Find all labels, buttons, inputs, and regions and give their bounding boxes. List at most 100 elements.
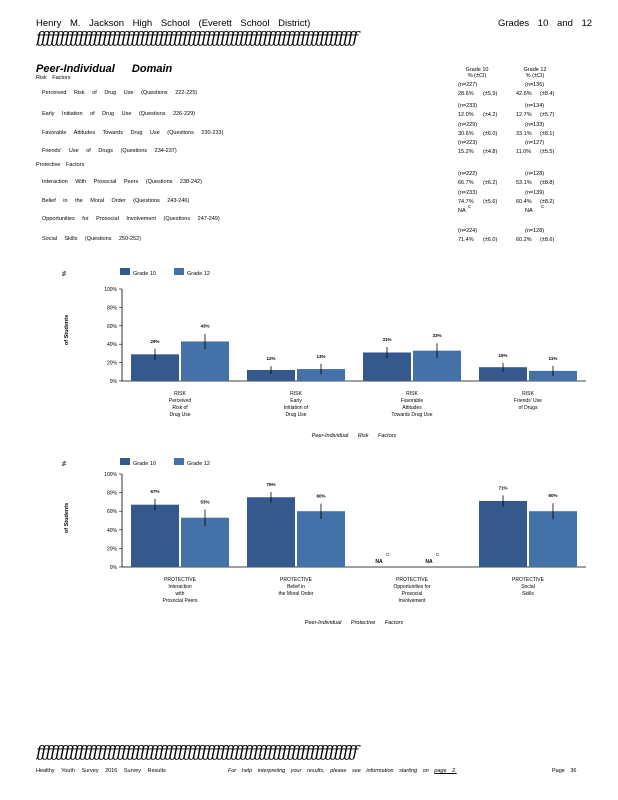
ci-grade10: (±4.2) [483, 112, 498, 118]
na-superscript: C [541, 204, 545, 209]
factor-label: Opportunities for Prosocial Involvement … [42, 216, 220, 222]
legend-label: Grade 10 [133, 461, 156, 467]
y-tick-label: 100% [104, 287, 117, 293]
y-tick-label: 0% [110, 379, 118, 385]
factor-label: Friends' Use of Drugs (Questions 234-237… [42, 148, 177, 154]
n-grade10: (n=233) [458, 190, 478, 196]
data-label: 60% [316, 494, 325, 499]
data-label: 71% [498, 485, 507, 490]
domain-title: Peer-Individual Domain [36, 63, 173, 75]
ci-grade10: (±6.0) [483, 237, 498, 243]
category-label: PROTECTIVE [280, 577, 313, 583]
pct-grade10: 12.0% [458, 112, 474, 118]
ci-grade12: (±5.7) [540, 112, 555, 118]
pct-grade12: 12.7% [516, 112, 532, 118]
n-grade12: (n=136) [525, 82, 545, 88]
ci-grade10: (±4.8) [483, 149, 498, 155]
pct-grade10: 15.2% [458, 149, 474, 155]
data-label: 11% [549, 356, 558, 361]
data-label: 43% [200, 324, 209, 329]
ci-grade12: (±8.2) [540, 199, 555, 205]
y-axis-pct: % [62, 271, 68, 276]
category-label: RISK [522, 391, 534, 397]
category-label: PROTECTIVE [396, 577, 429, 583]
pct-grade10: 30.6% [458, 131, 474, 137]
pct-grade10: 71.4% [458, 237, 474, 243]
factor-label: Favorable Attitudes Towards Drug Use (Qu… [42, 130, 224, 136]
y-tick-label: 60% [107, 324, 118, 330]
protective-factors-chart: Grade 10 Grade 12% of Students 0% 20% 40% 60% 8… [62, 458, 586, 626]
legend: Grade 10 Grade 12 [120, 458, 210, 467]
bar [297, 369, 345, 381]
na-superscript: C [386, 552, 390, 557]
pct-grade12: 60.2% [516, 237, 532, 243]
category-label: Initiation of [284, 405, 309, 411]
n-grade10: (n=233) [458, 103, 478, 109]
data-label: 67% [150, 489, 159, 494]
pct-grade10: 28.6% [458, 91, 474, 97]
data-label: 31% [382, 337, 391, 342]
bar [479, 367, 527, 381]
factor-label: Perceived Risk of Drug Use (Questions 22… [42, 90, 198, 96]
category-label: Towards Drug Use [391, 412, 432, 418]
legend-label: Grade 12 [187, 271, 210, 277]
pct-grade10: 74.7% [458, 199, 474, 205]
protective-factors-heading: Protective Factors [36, 162, 85, 168]
col-header-grade10: Grade 10 % (±CI) [465, 67, 489, 79]
bar [247, 369, 295, 381]
n-grade12: (n=127) [525, 140, 545, 146]
legend: Grade 10 Grade 12 [120, 268, 210, 277]
risk-factors-heading: Risk Factors [36, 75, 71, 81]
bar [247, 497, 295, 567]
x-axis-label: Peer-Individual Risk Factors [312, 433, 397, 439]
category-label: Attitudes [402, 405, 422, 411]
category-label: of Drugs [519, 405, 538, 411]
category-label: the Moral Order [278, 591, 313, 597]
risk-factors-chart: Grade 10 Grade 12% of Students 0% 20% 40% 60% 8… [62, 268, 586, 439]
bar [297, 511, 345, 567]
bottom-rule: ƒƒƒƒƒƒƒƒƒƒƒƒƒƒƒƒƒƒƒƒƒƒƒƒƒƒƒƒƒƒƒƒƒƒƒƒƒƒƒƒ… [36, 742, 358, 761]
y-tick-label: 20% [107, 546, 118, 552]
category-label: Risk of [172, 405, 188, 411]
pct-grade12: 33.1% [516, 131, 532, 137]
ci-grade12: (±8.8) [540, 180, 555, 186]
data-label: 29% [150, 339, 159, 344]
category-label: Interaction [168, 584, 192, 590]
grades-header: Grades 10 and 12 [498, 18, 593, 29]
n-grade10: (n=229) [458, 122, 478, 128]
data-label: 75% [266, 482, 275, 487]
category-label: Involvement [399, 598, 427, 604]
legend-swatch [120, 268, 130, 275]
footer-page-link[interactable]: page 2. [434, 768, 457, 774]
ci-grade12: (±8.4) [540, 91, 555, 97]
category-label: Opportunities for [394, 584, 431, 590]
n-grade10: (n=222) [458, 171, 478, 177]
ci-grade12: (±5.5) [540, 149, 555, 155]
category-label: Favorable [401, 398, 423, 404]
ci-grade10: (±6.2) [483, 180, 498, 186]
legend-label: Grade 10 [133, 271, 156, 277]
category-label: RISK [406, 391, 418, 397]
na-superscript: C [436, 552, 440, 557]
category-label: Friends' Use [514, 398, 542, 404]
data-label: 12% [266, 356, 275, 361]
n-grade10: (n=224) [458, 228, 478, 234]
y-tick-label: 80% [107, 491, 118, 497]
data-label: 60% [548, 493, 557, 498]
n-grade12: (n=128) [525, 228, 545, 234]
factor-label: Social Skills (Questions 250-252) [42, 236, 142, 242]
bar [131, 504, 179, 567]
y-tick-label: 100% [104, 472, 117, 478]
footer-survey-title: Healthy Youth Survey 2016 Survey Results [36, 768, 166, 774]
n-grade12: NA [525, 208, 533, 214]
y-tick-label: 40% [107, 342, 118, 348]
n-grade10: (n=227) [458, 82, 478, 88]
bar [529, 511, 577, 567]
data-label: 33% [432, 333, 441, 338]
pct-grade12: 53.1% [516, 180, 532, 186]
category-label: RISK [290, 391, 302, 397]
data-label: 53% [200, 500, 209, 505]
category-label: Early [290, 398, 302, 404]
y-axis-label: of Students [64, 503, 70, 533]
category-label: Social [521, 584, 535, 590]
